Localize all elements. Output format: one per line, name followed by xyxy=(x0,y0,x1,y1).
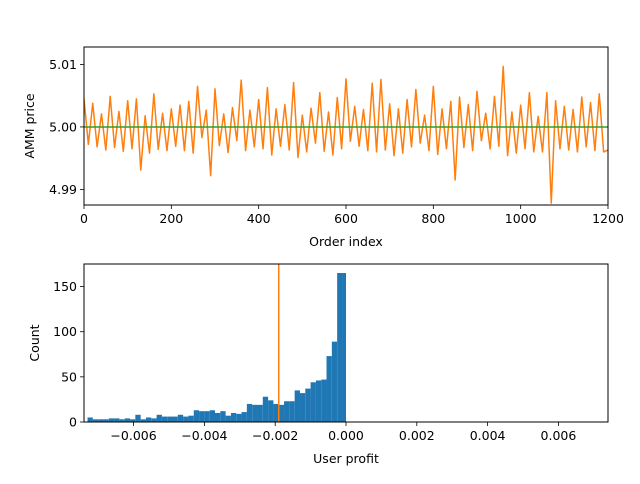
histogram-bar xyxy=(87,417,93,422)
price-y-axis-label: AMM price xyxy=(22,93,37,159)
histogram-bar xyxy=(337,273,343,422)
profit-x-tick-label: −0.006 xyxy=(110,428,156,443)
profit-axes: −0.006 −0.004 −0.002 0.000 0.002 0.004 0.006 0… xyxy=(27,263,609,466)
histogram-bar xyxy=(114,418,120,422)
histogram-bar xyxy=(193,410,200,422)
price-y-tick-label: 4.99 xyxy=(49,182,77,197)
histogram-bar xyxy=(262,396,269,422)
histogram-bar xyxy=(156,414,162,422)
profit-bars xyxy=(87,264,346,422)
price-x-tick-label: 600 xyxy=(334,211,358,226)
profit-x-tick-label: −0.004 xyxy=(181,428,227,443)
price-y-tick-label: 5.00 xyxy=(49,119,77,134)
price-x-ticks: 0 200 400 600 800 1000 1200 xyxy=(80,205,624,226)
histogram-bar xyxy=(151,418,157,422)
histogram-bar xyxy=(220,411,226,422)
profit-y-ticks: 0 50 100 150 xyxy=(53,279,84,430)
histogram-bar xyxy=(188,415,194,422)
histogram-bar xyxy=(342,273,346,422)
histogram-bar xyxy=(278,404,285,422)
histogram-bar xyxy=(124,418,131,422)
profit-x-tick-label: 0.004 xyxy=(470,428,506,443)
histogram-bar xyxy=(321,379,327,422)
price-x-axis-label: Order index xyxy=(309,234,383,249)
price-axes: 0 200 400 600 800 1000 1200 4.99 5.00 5.01 Order… xyxy=(22,46,624,249)
profit-x-tick-label: 0.000 xyxy=(328,428,364,443)
price-x-tick-label: 800 xyxy=(421,211,445,226)
histogram-bar xyxy=(246,403,253,422)
histogram-bar xyxy=(92,419,99,422)
price-y-ticks: 4.99 5.00 5.01 xyxy=(49,57,84,197)
histogram-bar xyxy=(257,404,263,422)
histogram-bar xyxy=(268,400,274,422)
histogram-bar xyxy=(135,414,141,422)
histogram-bar xyxy=(199,411,205,422)
histogram-bar xyxy=(145,417,152,422)
price-x-tick-label: 1000 xyxy=(505,211,537,226)
histogram-bar xyxy=(172,416,178,422)
price-x-tick-label: 0 xyxy=(80,211,88,226)
price-plot-area xyxy=(84,65,608,204)
profit-plot-area xyxy=(87,264,346,422)
histogram-bar xyxy=(252,404,258,422)
profit-y-axis-label: Count xyxy=(27,324,42,361)
histogram-bar xyxy=(204,411,210,422)
profit-x-tick-label: −0.002 xyxy=(252,428,298,443)
price-lines xyxy=(84,65,608,204)
histogram-bar xyxy=(177,414,184,422)
histogram-bar xyxy=(230,412,237,422)
histogram-bar xyxy=(167,416,173,422)
histogram-bar xyxy=(315,380,322,422)
histogram-bar xyxy=(225,415,231,422)
profit-x-axis-label: User profit xyxy=(313,451,379,466)
histogram-bar xyxy=(299,393,306,422)
histogram-bar xyxy=(161,416,168,422)
histogram-bar xyxy=(140,419,146,422)
profit-x-ticks: −0.006 −0.004 −0.002 0.000 0.002 0.004 0.006 xyxy=(110,422,576,443)
histogram-bar xyxy=(108,418,115,422)
price-x-tick-label: 1200 xyxy=(592,211,624,226)
histogram-bar xyxy=(326,356,332,422)
histogram-bar xyxy=(215,412,221,422)
price-y-tick-label: 5.01 xyxy=(49,57,77,72)
histogram-bar xyxy=(236,413,242,422)
price-axes-frame xyxy=(83,46,609,206)
histogram-bar xyxy=(331,341,338,422)
histogram-bar xyxy=(273,403,279,422)
profit-y-tick-label: 150 xyxy=(53,279,77,294)
profit-y-tick-label: 0 xyxy=(69,415,77,430)
histogram-bar xyxy=(284,401,290,422)
price-series-line-1 xyxy=(84,65,608,204)
histogram-bar xyxy=(209,410,215,422)
histogram-bar xyxy=(241,412,247,422)
price-x-tick-label: 400 xyxy=(247,211,271,226)
price-x-tick-label: 200 xyxy=(159,211,183,226)
profit-y-tick-label: 100 xyxy=(53,324,77,339)
histogram-bar xyxy=(98,419,104,422)
histogram-bar xyxy=(103,419,109,422)
profit-x-tick-label: 0.002 xyxy=(399,428,435,443)
profit-x-tick-label: 0.006 xyxy=(541,428,577,443)
histogram-bar xyxy=(305,388,311,422)
histogram-bar xyxy=(130,419,136,422)
histogram-bar xyxy=(310,382,316,422)
histogram-bar xyxy=(119,419,125,422)
profit-y-tick-label: 50 xyxy=(61,369,77,384)
histogram-bar xyxy=(183,416,189,422)
histogram-bar xyxy=(289,401,295,422)
histogram-bar xyxy=(294,390,300,422)
